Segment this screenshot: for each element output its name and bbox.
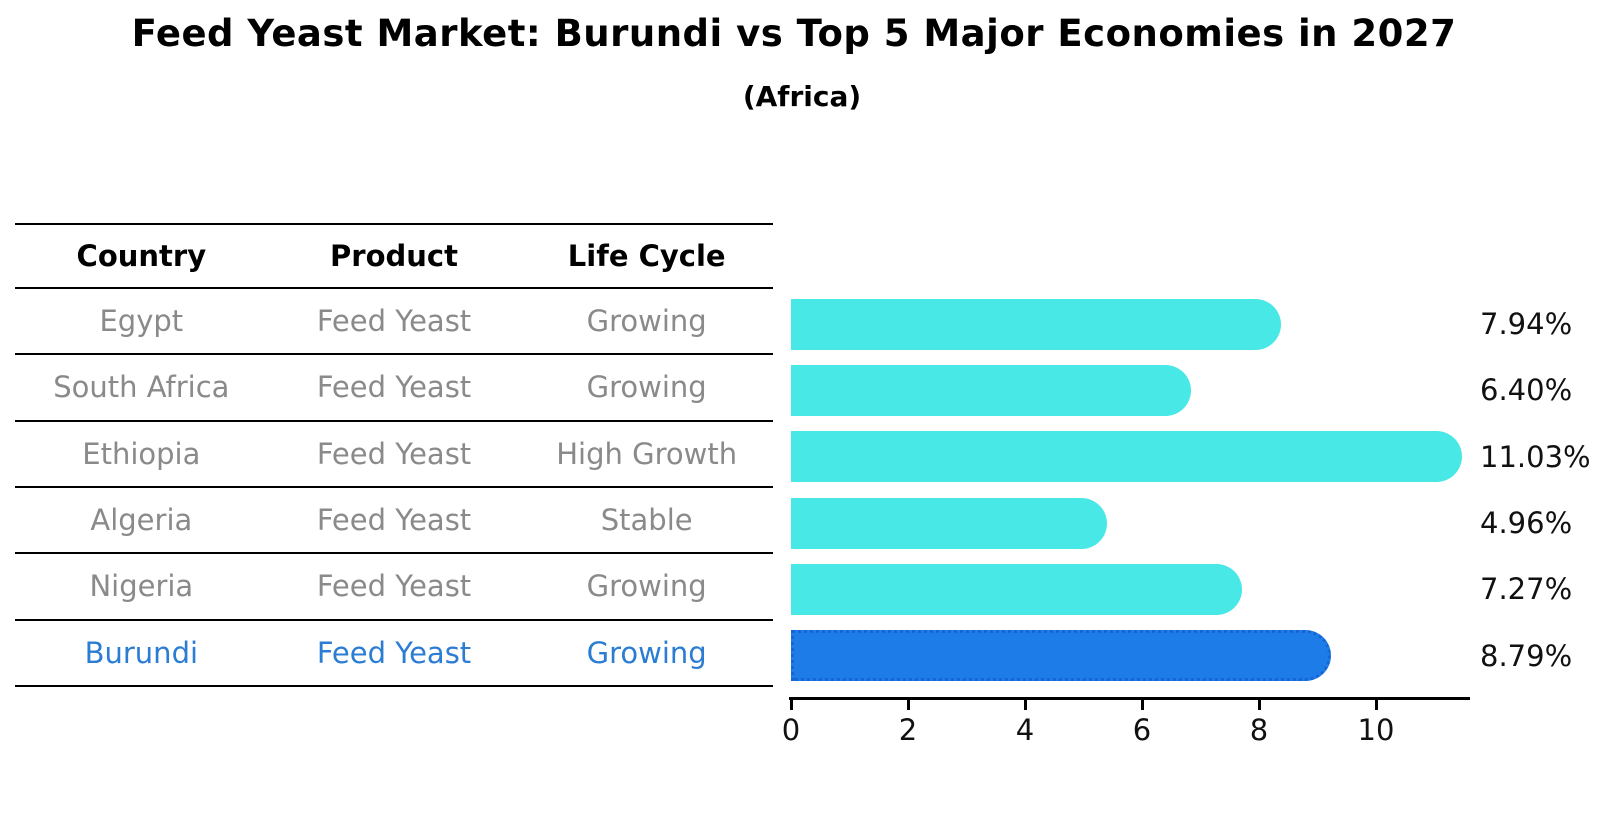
- value-label-south-africa: 6.40%: [1480, 373, 1573, 408]
- life-cycle-cell: High Growth: [556, 436, 738, 471]
- x-tick-label: 6: [1132, 713, 1152, 747]
- x-tick-mark: [1375, 699, 1378, 710]
- country-cell: South Africa: [53, 370, 230, 405]
- x-tick-mark: [1141, 699, 1144, 710]
- x-tick-mark: [1258, 699, 1261, 710]
- bar-south-africa: [791, 364, 1192, 416]
- x-tick-label: 8: [1249, 713, 1269, 747]
- column-header-life-cycle: Life Cycle: [567, 239, 726, 273]
- value-label-algeria: 4.96%: [1480, 506, 1573, 541]
- bar-row-south-africa: 6.40%: [0, 364, 1604, 416]
- table-row-south-africa: South Africa Feed Yeast Growing: [15, 355, 773, 422]
- x-tick-mark: [907, 699, 910, 710]
- life-cycle-cell: Stable: [600, 503, 693, 538]
- column-header-country: Country: [76, 239, 207, 273]
- x-tick-mark: [790, 699, 793, 710]
- country-cell: Ethiopia: [82, 436, 201, 471]
- bar-row-nigeria: 7.27%: [0, 563, 1604, 615]
- bar-row-egypt: 7.94%: [0, 298, 1604, 350]
- product-cell: Feed Yeast: [316, 569, 472, 604]
- value-label-ethiopia: 11.03%: [1480, 439, 1591, 474]
- life-cycle-cell: Growing: [586, 569, 707, 604]
- product-cell: Feed Yeast: [316, 503, 472, 538]
- table-row-algeria: Algeria Feed Yeast Stable: [15, 488, 773, 555]
- economies-table: Country Product Life Cycle Egypt Feed Ye…: [15, 223, 773, 687]
- bar-row-ethiopia: 11.03%: [0, 431, 1604, 483]
- table-row-egypt: Egypt Feed Yeast Growing: [15, 289, 773, 356]
- product-cell: Feed Yeast: [316, 635, 472, 670]
- bar-nigeria: [791, 563, 1243, 615]
- column-header-product: Product: [330, 239, 458, 273]
- bar-algeria: [791, 497, 1108, 549]
- value-label-burundi: 8.79%: [1480, 638, 1573, 673]
- bar-egypt: [791, 298, 1282, 350]
- bar-ethiopia: [791, 431, 1463, 483]
- table-row-nigeria: Nigeria Feed Yeast Growing: [15, 554, 773, 621]
- x-tick-mark: [1024, 699, 1027, 710]
- chart-title: Feed Yeast Market: Burundi vs Top 5 Majo…: [131, 12, 1457, 55]
- x-axis-line: [789, 697, 1470, 700]
- life-cycle-cell: Growing: [586, 635, 707, 670]
- product-cell: Feed Yeast: [316, 436, 472, 471]
- life-cycle-cell: Growing: [586, 304, 707, 339]
- table-row-burundi: Burundi Feed Yeast Growing: [15, 621, 773, 687]
- value-label-nigeria: 7.27%: [1480, 572, 1573, 607]
- country-cell: Burundi: [84, 635, 199, 670]
- table-header-row: Country Product Life Cycle: [15, 223, 773, 289]
- country-cell: Egypt: [99, 304, 184, 339]
- x-tick-label: 0: [781, 713, 801, 747]
- product-cell: Feed Yeast: [316, 304, 472, 339]
- chart-subtitle: (Africa): [742, 80, 862, 113]
- x-tick-label: 4: [1015, 713, 1035, 747]
- x-tick-label: 2: [898, 713, 918, 747]
- bar-burundi-highlighted: [791, 630, 1332, 682]
- product-cell: Feed Yeast: [316, 370, 472, 405]
- bar-row-algeria: 4.96%: [0, 497, 1604, 549]
- value-label-egypt: 7.94%: [1480, 307, 1573, 342]
- country-cell: Algeria: [90, 503, 193, 538]
- x-tick-label: 10: [1357, 713, 1395, 747]
- bar-row-burundi: 8.79%: [0, 630, 1604, 682]
- country-cell: Nigeria: [89, 569, 194, 604]
- table-row-ethiopia: Ethiopia Feed Yeast High Growth: [15, 422, 773, 488]
- life-cycle-cell: Growing: [586, 370, 707, 405]
